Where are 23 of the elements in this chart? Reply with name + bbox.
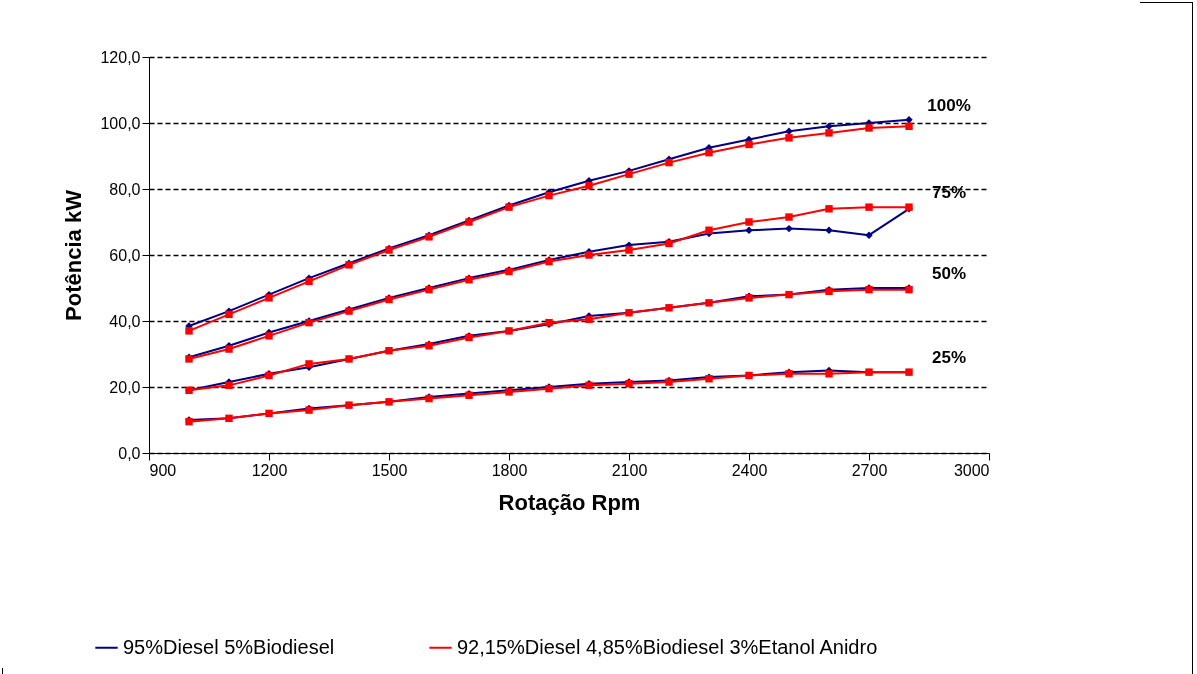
x-tick-label: 1200 (251, 461, 288, 479)
x-tick-label: 3000 (953, 461, 990, 479)
y-tick-label: 40,0 (109, 312, 141, 330)
y-tick-label: 120,0 (100, 48, 141, 66)
annotation: 25% (931, 348, 967, 368)
y-tick-label: 60,0 (109, 246, 141, 264)
y-tick-label: 80,0 (109, 180, 141, 198)
x-tick-label: 900 (149, 461, 177, 479)
x-axis-title: Rotação Rpm (498, 489, 641, 515)
y-tick-label: 0,0 (118, 444, 141, 462)
y-axis-title: Potência kW (61, 189, 87, 321)
x-tick-label: 2400 (731, 461, 768, 479)
y-tick-label: 20,0 (109, 378, 141, 396)
legend-label: 95%Diesel 5%Biodiesel (123, 635, 335, 658)
x-tick-label: 2100 (611, 461, 648, 479)
annotation: 50% (931, 264, 967, 283)
annotation: 100% (927, 95, 971, 115)
annotation: 75% (931, 183, 967, 203)
x-tick-label: 2700 (851, 461, 888, 479)
x-tick-label: 1800 (491, 461, 528, 479)
legend-label: 92,15%Diesel 4,85%Biodiesel 3%Etanol Anidro (457, 635, 878, 658)
x-tick-label: 1500 (371, 461, 408, 479)
y-tick-label: 100,0 (100, 114, 141, 132)
